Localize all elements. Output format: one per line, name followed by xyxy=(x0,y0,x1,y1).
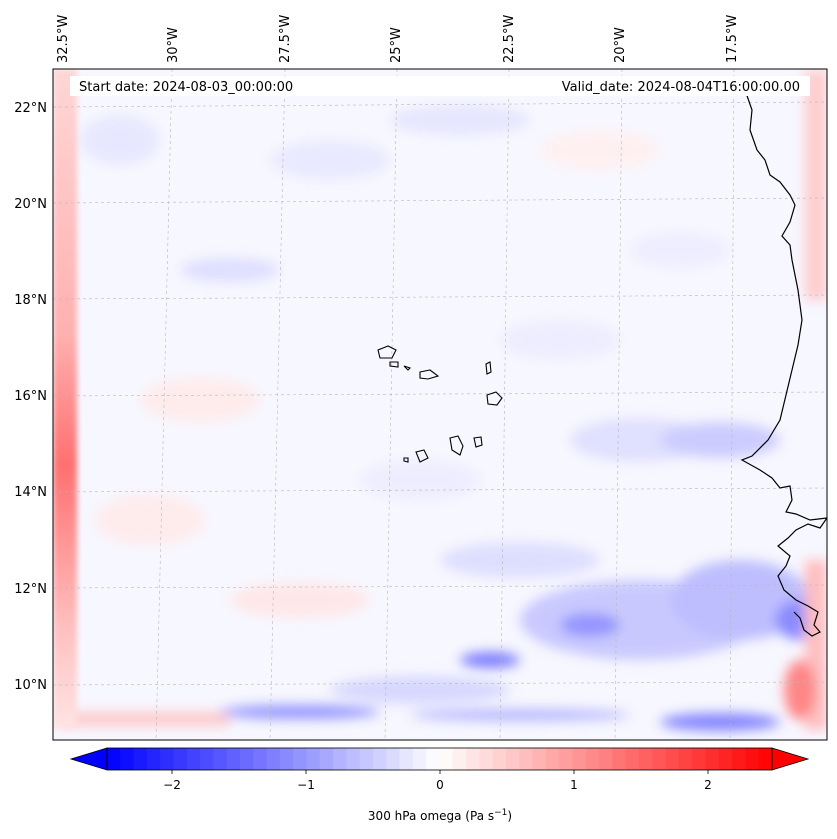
colorbar-cell xyxy=(200,748,214,770)
colorbar-cell xyxy=(160,748,175,770)
colorbar-tick-label: 1 xyxy=(570,778,578,792)
lat-label: 22°N xyxy=(14,101,47,116)
colorbar-cell xyxy=(492,748,507,770)
gridlines xyxy=(53,69,827,740)
lat-label: 18°N xyxy=(14,293,47,308)
colorbar-cell xyxy=(373,748,387,770)
colorbar-label: 300 hPa omega (Pa s−1) xyxy=(368,808,512,823)
colorbar-cell xyxy=(306,748,321,770)
lat-label: 16°N xyxy=(14,389,47,404)
colorbar-cell xyxy=(545,748,560,770)
colorbar-cell xyxy=(266,748,281,770)
colorbar-cell xyxy=(612,748,627,770)
lat-label: 20°N xyxy=(14,197,47,212)
colorbar-cell xyxy=(240,748,254,770)
africa-coastline xyxy=(740,89,827,637)
colorbar-cell xyxy=(519,748,534,770)
colorbar-tick-label: −1 xyxy=(297,778,315,792)
latitude-labels: 22°N 20°N 18°N 16°N 14°N 12°N 10°N xyxy=(14,101,47,693)
colorbar-cell xyxy=(412,748,427,770)
colorbar-cell xyxy=(665,748,680,770)
colorbar-cell xyxy=(173,748,188,770)
colorbar-cell xyxy=(399,748,414,770)
colorbar-cell xyxy=(426,748,441,770)
colorbar-cell xyxy=(146,748,161,770)
colorbar-cell xyxy=(279,748,294,770)
valid-date-label: Valid_date: 2024-08-04T16:00:00.00 xyxy=(562,80,800,95)
lon-label: 30°W xyxy=(166,27,181,63)
omega-field xyxy=(53,69,827,740)
colorbar-cell xyxy=(386,748,401,770)
lon-label: 20°W xyxy=(613,27,628,63)
colorbar-cell xyxy=(293,748,308,770)
colorbar-cell xyxy=(652,748,667,770)
lon-label: 25°W xyxy=(389,27,404,63)
colorbar-cell xyxy=(107,748,121,770)
colorbar-cell xyxy=(532,748,547,770)
colorbar-cell xyxy=(186,748,201,770)
colorbar-cell xyxy=(692,748,707,770)
lat-label: 10°N xyxy=(14,678,47,693)
colorbar-cell xyxy=(359,748,374,770)
colorbar-cell xyxy=(732,748,746,770)
lon-label: 32.5°W xyxy=(56,15,71,63)
colorbar-cells xyxy=(107,748,773,770)
cape-verde-islands xyxy=(377,345,503,463)
colorbar-cell xyxy=(213,748,228,770)
colorbar-cell xyxy=(319,748,334,770)
colorbar-ticks xyxy=(171,770,709,774)
colorbar-cell xyxy=(639,748,653,770)
colorbar-cell xyxy=(572,748,587,770)
colorbar-tick-label: 2 xyxy=(704,778,712,792)
lon-label: 22.5°W xyxy=(502,15,517,63)
colorbar-cell xyxy=(346,748,361,770)
lon-label: 27.5°W xyxy=(278,15,293,63)
colorbar-extend-low xyxy=(69,747,108,771)
start-date-label: Start date: 2024-08-03_00:00:00 xyxy=(79,80,293,95)
colorbar-cell xyxy=(479,748,494,770)
colorbar-cell xyxy=(506,748,520,770)
colorbar-cell xyxy=(745,748,760,770)
colorbar-cell xyxy=(333,748,347,770)
map-frame xyxy=(52,68,828,741)
longitude-labels: 32.5°W 30°W 27.5°W 25°W 22.5°W 20°W 17.5… xyxy=(56,15,740,63)
lat-label: 12°N xyxy=(14,582,47,597)
colorbar-cell xyxy=(133,748,148,770)
colorbar-outline xyxy=(106,747,773,771)
colorbar-cell xyxy=(678,748,693,770)
colorbar-cell xyxy=(599,748,613,770)
lat-label: 14°N xyxy=(14,485,47,500)
date-label-background xyxy=(70,76,810,96)
colorbar-cell xyxy=(559,748,574,770)
colorbar-tick-label: 0 xyxy=(436,778,444,792)
colorbar-extend-high xyxy=(771,747,810,771)
colorbar-cell xyxy=(718,748,733,770)
colorbar-cell xyxy=(253,748,268,770)
colorbar-cell xyxy=(120,748,135,770)
colorbar: −2 −1 0 1 2 300 hPa omega (Pa s−1) xyxy=(69,747,810,823)
colorbar-cell xyxy=(625,748,640,770)
colorbar-cell xyxy=(705,748,720,770)
colorbar-cell xyxy=(226,748,241,770)
colorbar-cell xyxy=(439,748,454,770)
colorbar-cell xyxy=(452,748,467,770)
colorbar-cell xyxy=(758,748,773,770)
colorbar-cell xyxy=(466,748,480,770)
colorbar-cell xyxy=(585,748,600,770)
lon-label: 17.5°W xyxy=(725,15,740,63)
colorbar-tick-label: −2 xyxy=(163,778,181,792)
